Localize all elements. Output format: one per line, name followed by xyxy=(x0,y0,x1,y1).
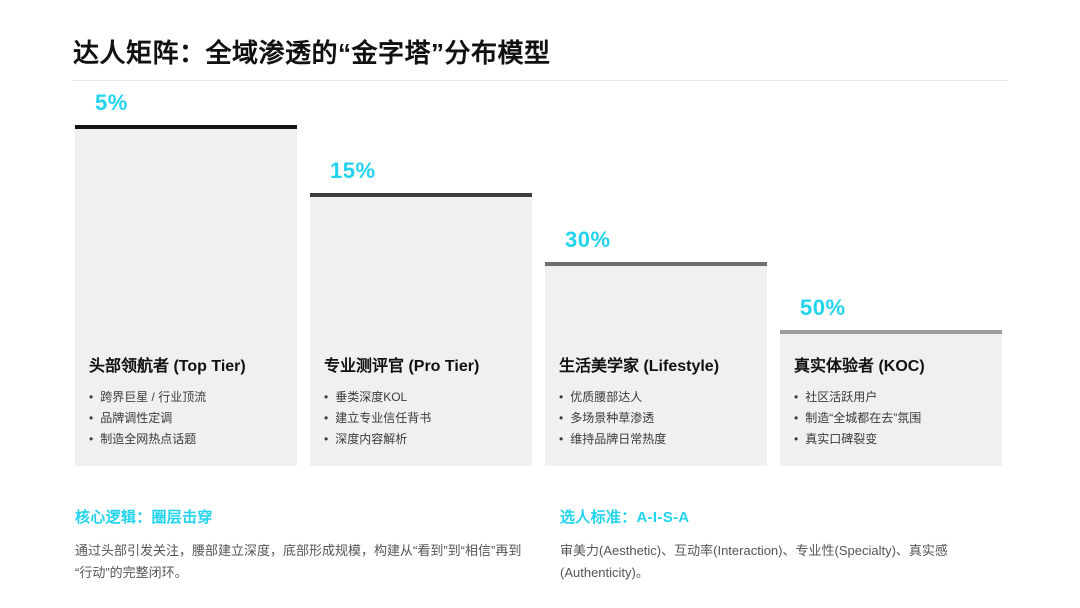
bullet-dot-icon: • xyxy=(794,390,799,404)
footnote-heading: 选人标准：A-I-S-A xyxy=(560,509,690,526)
bullet-text: 制造全网热点话题 xyxy=(100,432,197,446)
bullet-text: 社区活跃用户 xyxy=(805,390,878,404)
bullet-item: • 社区活跃用户 xyxy=(794,387,988,408)
tier-content: 头部领航者 (Top Tier) • 跨界巨星 / 行业顶流 • 品牌调性定调 • 制… xyxy=(75,352,297,466)
bullet-item: • 真实口碑裂变 xyxy=(794,429,988,450)
footnote-core-logic: 核心逻辑：圈层击穿 通过头部引发关注，腰部建立深度，底部形成规模，构建从“看到”… xyxy=(75,506,525,584)
bullet-item: • 优质腰部达人 xyxy=(559,387,753,408)
bullet-dot-icon: • xyxy=(89,390,94,404)
bullet-text: 多场景种草渗透 xyxy=(570,411,655,425)
bullet-item: • 制造“全城都在去”氛围 xyxy=(794,408,988,429)
tier-koc: 50% 真实体验者 (KOC) • 社区活跃用户 • 制造“全城都在去”氛围 • 真实… xyxy=(780,295,1002,466)
bullet-dot-icon: • xyxy=(794,432,799,446)
tier-name: 生活美学家 (Lifestyle) xyxy=(559,358,720,375)
bullet-dot-icon: • xyxy=(559,390,564,404)
title-divider xyxy=(73,80,1007,81)
tier-name: 专业测评官 (Pro Tier) xyxy=(324,358,480,375)
bullet-text: 垂类深度KOL xyxy=(335,390,408,404)
tier-content: 生活美学家 (Lifestyle) • 优质腰部达人 • 多场景种草渗透 • 维持品牌… xyxy=(545,352,767,466)
tier-percent-label: 5% xyxy=(95,90,128,115)
bullet-item: • 垂类深度KOL xyxy=(324,387,518,408)
tier-bullet-list: • 优质腰部达人 • 多场景种草渗透 • 维持品牌日常热度 xyxy=(559,387,753,450)
tier-percent-label: 15% xyxy=(330,158,376,183)
bullet-item: • 深度内容解析 xyxy=(324,429,518,450)
page-title: 达人矩阵：全域渗透的“金字塔”分布模型 xyxy=(73,38,551,68)
bullet-text: 品牌调性定调 xyxy=(100,411,173,425)
bullet-text: 维持品牌日常热度 xyxy=(570,432,667,446)
footnote-body: 审美力(Aesthetic)、互动率(Interaction)、专业性(Spec… xyxy=(560,543,948,580)
tier-box: 生活美学家 (Lifestyle) • 优质腰部达人 • 多场景种草渗透 • 维持品牌… xyxy=(545,262,767,466)
tier-box: 真实体验者 (KOC) • 社区活跃用户 • 制造“全城都在去”氛围 • 真实口碑裂变 xyxy=(780,330,1002,466)
bullet-dot-icon: • xyxy=(794,411,799,425)
tier-content: 真实体验者 (KOC) • 社区活跃用户 • 制造“全城都在去”氛围 • 真实口碑裂变 xyxy=(780,352,1002,466)
bullet-text: 制造“全城都在去”氛围 xyxy=(805,411,922,425)
bullet-text: 跨界巨星 / 行业顶流 xyxy=(100,390,207,404)
bullet-item: • 制造全网热点话题 xyxy=(89,429,283,450)
bullet-dot-icon: • xyxy=(559,432,564,446)
tier-percent-label: 50% xyxy=(800,295,846,320)
tier-name: 头部领航者 (Top Tier) xyxy=(89,358,246,375)
bullet-dot-icon: • xyxy=(89,411,94,425)
bullet-dot-icon: • xyxy=(89,432,94,446)
bullet-item: • 跨界巨星 / 行业顶流 xyxy=(89,387,283,408)
tier-pro: 15% 专业测评官 (Pro Tier) • 垂类深度KOL • 建立专业信任背书 … xyxy=(310,158,532,466)
tier-bullet-list: • 垂类深度KOL • 建立专业信任背书 • 深度内容解析 xyxy=(324,387,518,450)
bullet-dot-icon: • xyxy=(324,411,329,425)
bullet-dot-icon: • xyxy=(324,390,329,404)
bullet-text: 真实口碑裂变 xyxy=(805,432,878,446)
tier-lifestyle: 30% 生活美学家 (Lifestyle) • 优质腰部达人 • 多场景种草渗透 •… xyxy=(545,227,767,466)
tier-content: 专业测评官 (Pro Tier) • 垂类深度KOL • 建立专业信任背书 • 深度内… xyxy=(310,352,532,466)
tier-name: 真实体验者 (KOC) xyxy=(794,358,925,375)
bullet-item: • 多场景种草渗透 xyxy=(559,408,753,429)
bullet-text: 建立专业信任背书 xyxy=(335,411,432,425)
bullet-dot-icon: • xyxy=(559,411,564,425)
tier-percent-label: 30% xyxy=(565,227,611,252)
footnote-heading: 核心逻辑：圈层击穿 xyxy=(75,509,213,526)
tier-bullet-list: • 跨界巨星 / 行业顶流 • 品牌调性定调 • 制造全网热点话题 xyxy=(89,387,283,450)
bullet-text: 深度内容解析 xyxy=(335,432,408,446)
bullet-item: • 品牌调性定调 xyxy=(89,408,283,429)
tier-pyramid: 5% 头部领航者 (Top Tier) • 跨界巨星 / 行业顶流 • 品牌调性定调… xyxy=(75,90,1002,466)
tier-bullet-list: • 社区活跃用户 • 制造“全城都在去”氛围 • 真实口碑裂变 xyxy=(794,387,988,450)
tier-box: 专业测评官 (Pro Tier) • 垂类深度KOL • 建立专业信任背书 • 深度内… xyxy=(310,193,532,466)
bullet-dot-icon: • xyxy=(324,432,329,446)
bullet-item: • 维持品牌日常热度 xyxy=(559,429,753,450)
tier-box: 头部领航者 (Top Tier) • 跨界巨星 / 行业顶流 • 品牌调性定调 • 制… xyxy=(75,125,297,466)
footnote-selection-criteria: 选人标准：A-I-S-A 审美力(Aesthetic)、互动率(Interact… xyxy=(560,506,960,584)
footnote-body: 通过头部引发关注，腰部建立深度，底部形成规模，构建从“看到”到“相信”再到“行动… xyxy=(75,543,522,580)
bullet-item: • 建立专业信任背书 xyxy=(324,408,518,429)
tier-top: 5% 头部领航者 (Top Tier) • 跨界巨星 / 行业顶流 • 品牌调性定调… xyxy=(75,90,297,466)
bullet-text: 优质腰部达人 xyxy=(570,390,643,404)
